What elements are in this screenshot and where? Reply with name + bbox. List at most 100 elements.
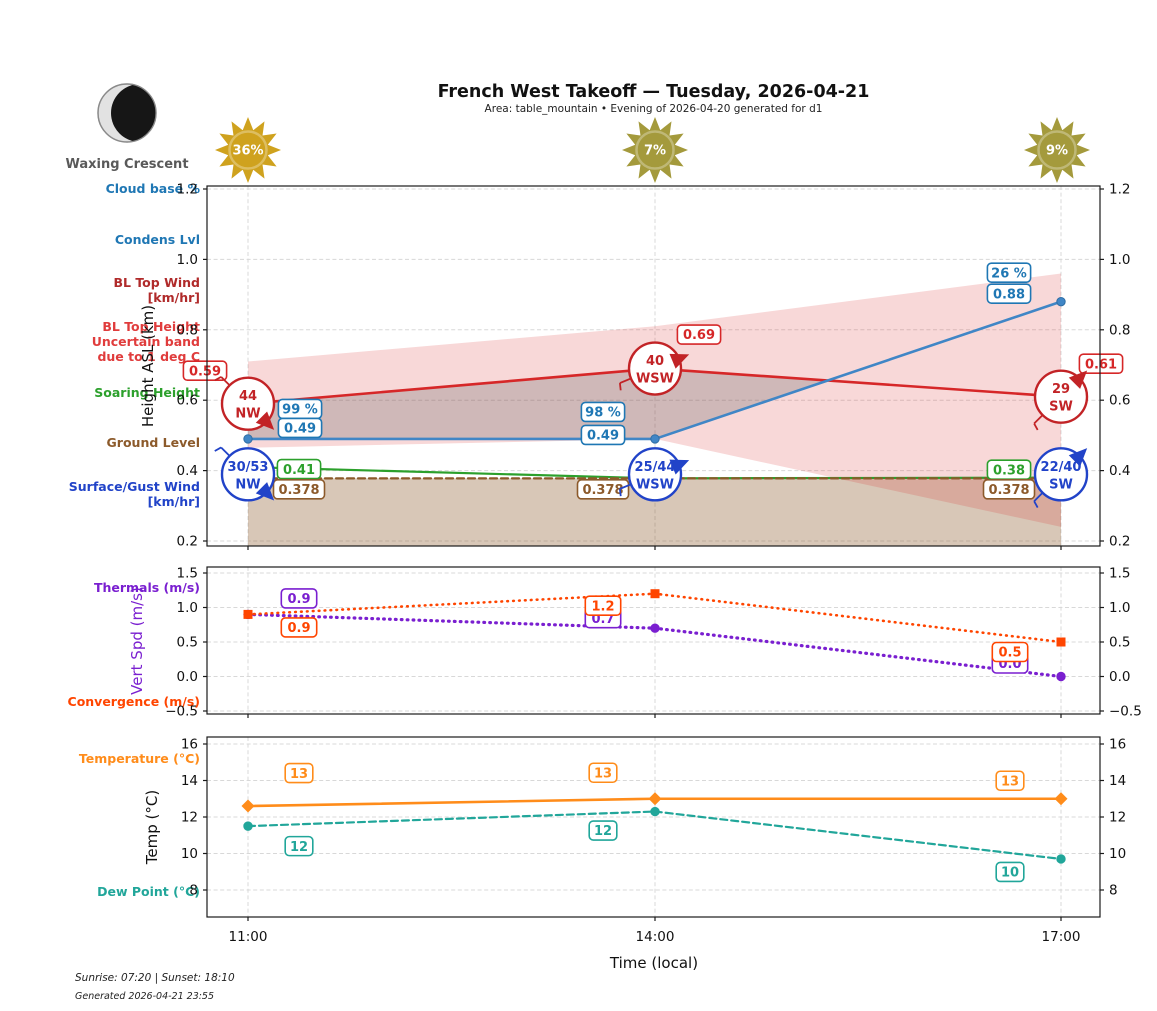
label-dew-point: Dew Point (°C) — [97, 884, 200, 899]
svg-text:0.41: 0.41 — [283, 463, 315, 478]
sun-icon: 36% — [215, 117, 281, 183]
ground-level-badge: 0.378 — [576, 479, 630, 500]
temperature-badge: 13 — [588, 762, 618, 784]
sun-icon: 9% — [1024, 117, 1090, 183]
cloud-base-pct-badge: 99 % — [277, 398, 323, 420]
svg-text:7%: 7% — [644, 144, 666, 159]
svg-text:98 %: 98 % — [585, 406, 621, 421]
svg-text:10: 10 — [181, 846, 198, 862]
svg-text:NW: NW — [235, 477, 260, 492]
svg-text:0.9: 0.9 — [287, 621, 310, 636]
svg-text:0.5: 0.5 — [998, 646, 1021, 661]
svg-text:8: 8 — [189, 883, 198, 899]
svg-text:14:00: 14:00 — [636, 929, 675, 945]
svg-text:1.0: 1.0 — [177, 252, 198, 268]
svg-text:17:00: 17:00 — [1042, 929, 1081, 945]
convergence-badge: 0.5 — [991, 641, 1029, 663]
bl-top-height-badge: 0.69 — [676, 324, 722, 345]
surface-wind-marker: 25/44 WSW — [618, 447, 690, 502]
condens-lvl-badge: 0.49 — [277, 417, 323, 439]
svg-text:1.2: 1.2 — [1109, 182, 1130, 198]
svg-text:0.378: 0.378 — [278, 483, 319, 498]
svg-text:0.38: 0.38 — [993, 463, 1025, 478]
label-surface-gust-wind: Surface/Gust Wind [km/hr] — [68, 479, 200, 509]
gridlines — [207, 567, 1100, 714]
svg-text:29: 29 — [1052, 382, 1070, 397]
dew-point-badge: 12 — [284, 835, 314, 857]
svg-text:NW: NW — [235, 407, 260, 422]
svg-text:1.0: 1.0 — [177, 600, 198, 616]
svg-text:25/44: 25/44 — [635, 460, 676, 475]
svg-text:WSW: WSW — [636, 477, 674, 492]
cloud-base-pct-badge: 26 % — [986, 262, 1032, 283]
svg-text:WSW: WSW — [636, 372, 674, 387]
svg-text:0.49: 0.49 — [284, 422, 316, 437]
dew-point-badge: 12 — [588, 820, 618, 841]
svg-text:12: 12 — [181, 810, 198, 826]
svg-text:0.378: 0.378 — [582, 483, 623, 498]
label-bl-top-wind: BL Top Wind [km/hr] — [113, 275, 200, 305]
svg-text:9%: 9% — [1046, 144, 1068, 159]
bl-top-uncertainty-band — [248, 273, 1061, 527]
svg-text:0.5: 0.5 — [1109, 635, 1130, 651]
condens-lvl-badge: 0.49 — [580, 424, 626, 446]
svg-text:11:00: 11:00 — [229, 929, 268, 945]
svg-text:0.8: 0.8 — [177, 322, 198, 338]
svg-text:26 %: 26 % — [991, 266, 1027, 281]
cloud-layer-band — [248, 368, 828, 439]
label-condens-lvl: Condens Lvl — [114, 232, 200, 247]
svg-text:13: 13 — [1001, 774, 1019, 789]
surface-wind-marker: 22/40 SW — [1033, 447, 1089, 509]
svg-text:0.61: 0.61 — [1085, 357, 1117, 372]
svg-text:0.2: 0.2 — [177, 534, 198, 550]
label-thermals: Thermals (m/s) — [93, 580, 200, 595]
svg-text:−0.5: −0.5 — [165, 704, 198, 720]
svg-text:0.6: 0.6 — [177, 393, 198, 409]
svg-text:0.0: 0.0 — [177, 669, 198, 685]
moon-phase-label: Waxing Crescent — [65, 157, 189, 172]
ground-level-badge: 0.378 — [982, 479, 1036, 500]
page-title: French West Takeoff — Tuesday, 2026-04-2… — [437, 82, 870, 102]
convergence-badge: 0.9 — [280, 617, 318, 638]
label-ground-level: Ground Level — [106, 435, 200, 450]
svg-text:1.0: 1.0 — [1109, 252, 1130, 268]
svg-text:12: 12 — [290, 840, 308, 855]
svg-text:0.4: 0.4 — [177, 463, 198, 479]
bl-top-wind-marker: 40 WSW — [618, 341, 690, 396]
cloud-base-pct-badge: 98 % — [580, 401, 626, 423]
svg-text:1.0: 1.0 — [1109, 600, 1130, 616]
svg-text:0.69: 0.69 — [683, 328, 715, 343]
svg-text:SW: SW — [1049, 477, 1073, 492]
svg-text:SW: SW — [1049, 400, 1073, 415]
svg-text:8: 8 — [1109, 883, 1118, 899]
svg-text:−0.5: −0.5 — [1109, 704, 1142, 720]
label-cloud-base: Cloud base % — [105, 181, 200, 196]
svg-text:0.5: 0.5 — [177, 635, 198, 651]
moon-icon — [97, 83, 157, 143]
svg-text:13: 13 — [594, 766, 612, 781]
axes-frame: 1.5 1.5 1.0 1.0 0.5 0.5 0.0 0.0 −0.5 −0.5 — [165, 566, 1142, 720]
svg-text:0.49: 0.49 — [587, 429, 619, 444]
svg-text:13: 13 — [290, 767, 308, 782]
svg-text:12: 12 — [594, 824, 612, 839]
svg-text:16: 16 — [1109, 737, 1126, 753]
svg-text:0.4: 0.4 — [1109, 463, 1130, 479]
svg-text:0.9: 0.9 — [287, 592, 310, 607]
svg-text:14: 14 — [181, 773, 198, 789]
temp-chart: 13 13 13 12 12 10 — [241, 762, 1068, 883]
svg-text:10: 10 — [1109, 846, 1126, 862]
svg-text:0.59: 0.59 — [189, 364, 221, 379]
svg-text:1.5: 1.5 — [1109, 566, 1130, 582]
svg-text:1.5: 1.5 — [177, 566, 198, 582]
bl-top-height-badge: 0.59 — [182, 360, 228, 382]
label-temperature: Temperature (°C) — [78, 751, 200, 766]
svg-text:0.6: 0.6 — [1109, 393, 1130, 409]
gridlines — [207, 737, 1100, 917]
convergence-badge: 1.2 — [584, 595, 622, 617]
svg-text:1.2: 1.2 — [177, 182, 198, 198]
time-axis-label: Time (local) — [609, 954, 699, 972]
height-chart: 0.59 99 % 0.49 0.41 0.378 0.69 98 % 0.49 0.378 0.… — [182, 262, 1124, 546]
svg-text:0.378: 0.378 — [988, 483, 1029, 498]
